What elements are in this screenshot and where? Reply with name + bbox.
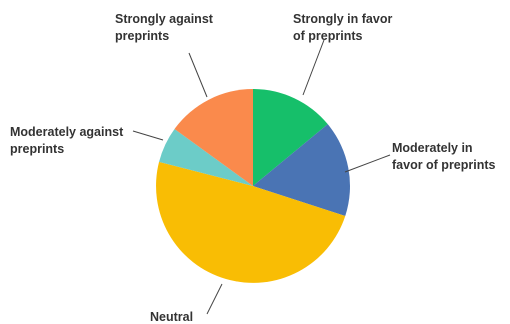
slice-label-1: Moderately in favor of preprints [392,141,496,172]
pie-slice-4 [174,89,253,186]
slice-label-4: Strongly against preprints [115,12,214,43]
slice-label-2: Neutral [150,310,193,324]
pie-slice-1 [253,124,350,216]
leader-lines [132,39,391,315]
slice-label-line: of preprints [293,29,362,43]
pie-slice-0 [253,89,328,186]
slice-label-line: favor of preprints [392,158,496,172]
pie-slices [156,89,350,283]
pie-slice-3 [159,128,253,186]
slice-label-line: Moderately against [10,125,124,139]
leader-line-4 [188,52,208,98]
pie-labels: Strongly in favor of preprints Moderately … [10,12,496,324]
slice-label-line: preprints [10,142,64,156]
leader-line-3 [132,130,164,141]
leader-line-0 [302,39,325,96]
slice-label-line: Neutral [150,310,193,324]
leader-line-1 [344,154,391,173]
slice-label-line: Strongly in favor [293,12,392,26]
pie-slice-2 [156,161,346,283]
slice-label-line: preprints [115,29,169,43]
leader-line-2 [206,283,223,315]
slice-label-line: Strongly against [115,12,214,26]
slice-label-line: Moderately in [392,141,473,155]
slice-label-0: Strongly in favor of preprints [293,12,392,43]
slice-label-3: Moderately against preprints [10,125,124,156]
